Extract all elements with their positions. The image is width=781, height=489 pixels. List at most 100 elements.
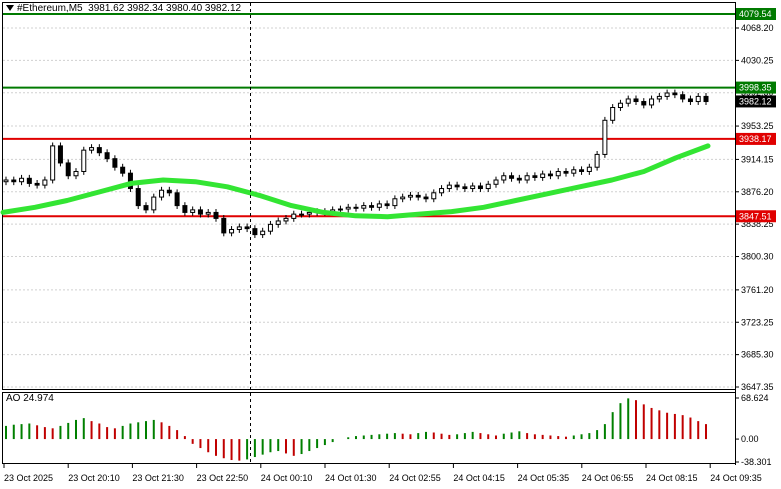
candle-body [516,177,522,181]
candle-body [73,170,79,177]
time-tick-label: 24 Oct 00:10 [261,473,313,483]
candle-body [532,175,538,178]
top-green-level-tag [736,8,776,20]
current-price-tag [736,95,776,108]
moving-average-line [0,143,711,220]
time-axis-labels: 23 Oct 2025 23 Oct 20:10 23 Oct 21:30 23 Oc… [3,464,762,483]
candle-body [555,170,561,177]
upper-red-level-tag-label: 3938.17 [739,134,772,144]
candle-body [470,185,476,190]
candles-layer [3,89,709,239]
candle-body [392,198,398,207]
candle-body [306,211,312,215]
candle-body [641,101,647,106]
candle-body [431,192,437,200]
price-tick-label: 3876.20 [741,187,774,197]
chart-grid [3,27,735,388]
price-tick-label: 3723.25 [741,317,774,327]
candle-body [509,175,515,179]
price-tick-label: 3914.15 [741,154,774,164]
price-tick-label: 3647.35 [741,382,774,392]
candle-body [291,213,297,219]
candle-body [524,175,530,181]
time-tick-label: 24 Oct 09:35 [710,473,762,483]
candle-body [695,95,701,103]
candle-body [376,203,382,208]
candle-body [151,196,157,211]
candle-body [166,189,172,194]
candle-body [236,226,242,230]
ao-pane-frame [2,392,736,464]
candle-body [703,95,709,103]
candle-body [275,220,281,225]
candle-body [384,203,390,207]
candle-body [19,177,25,183]
candle-body [26,177,32,184]
time-tick-label: 24 Oct 08:15 [646,473,698,483]
candle-body [664,92,670,97]
candle-body [260,230,266,236]
ao-axis-labels: 68.624 0.00 -38.301 [735,393,772,467]
candle-body [3,179,9,183]
top-green-level-tag-label: 4079.54 [739,9,772,19]
price-tick-label: 3953.25 [741,121,774,131]
candle-body [594,153,600,168]
candle-body [571,169,577,174]
price-tags: 4079.54 3998.35 3938.17 3847.51 3982.12 [736,8,776,223]
ohlc-values: 3981.62 3982.34 3980.40 3982.12 [88,3,242,14]
candle-body [672,92,678,96]
candle-body [353,206,359,209]
time-tick-label: 23 Oct 22:50 [197,473,249,483]
chart-title: #Ethereum,M5 3981.62 3982.34 3980.40 398… [6,3,241,14]
candle-body [493,179,499,185]
time-tick-label: 24 Oct 01:30 [325,473,377,483]
price-axis-labels: 4068.204030.253992.303953.253914.153876.… [735,23,774,392]
candle-body [579,169,585,172]
symbol-menu-icon[interactable] [6,5,14,12]
price-tick-label: 4068.20 [741,23,774,33]
candle-body [213,211,219,219]
candle-body [540,173,546,178]
candle-body [337,208,343,211]
candle-body [197,209,203,215]
candle-body [174,192,180,207]
candle-body [143,205,149,211]
candle-body [454,184,460,188]
candle-body [547,173,553,177]
time-tick-label: 23 Oct 2025 [4,473,53,483]
time-tick-label: 24 Oct 05:35 [518,473,570,483]
candle-body [415,194,421,198]
candle-body [42,179,48,186]
candle-body [625,98,631,104]
candle-body [89,147,95,151]
upper-green-level-tag-label: 3998.35 [739,83,772,93]
upper-green-level-tag [736,81,776,94]
awesome-oscillator-bars [5,398,707,461]
time-tick-label: 24 Oct 02:55 [389,473,441,483]
ao-tick-label: -38.301 [741,457,772,467]
candle-body [680,94,686,100]
candle-body [57,145,63,164]
candle-body [462,186,468,190]
candle-body [477,185,483,190]
ao-indicator-title: AO 24.974 [6,393,54,404]
candle-body [345,206,351,210]
current-price-tag-label: 3982.12 [739,96,772,106]
candle-body [446,184,452,190]
candle-body [407,194,413,198]
candle-body [439,188,445,194]
ao-tick-label: 0.00 [741,434,759,444]
candle-body [34,182,40,186]
candle-body [610,107,616,121]
upper-red-level-tag [736,132,776,145]
candle-body [96,147,102,154]
candle-body [633,98,639,103]
lower-red-level-tag [736,210,776,223]
candle-body [586,166,592,172]
candle-body [649,98,655,106]
candle-body [182,205,188,213]
lower-red-level-tag-label: 3847.51 [739,211,772,221]
time-tick-label: 23 Oct 21:30 [132,473,184,483]
candle-body [221,217,227,234]
